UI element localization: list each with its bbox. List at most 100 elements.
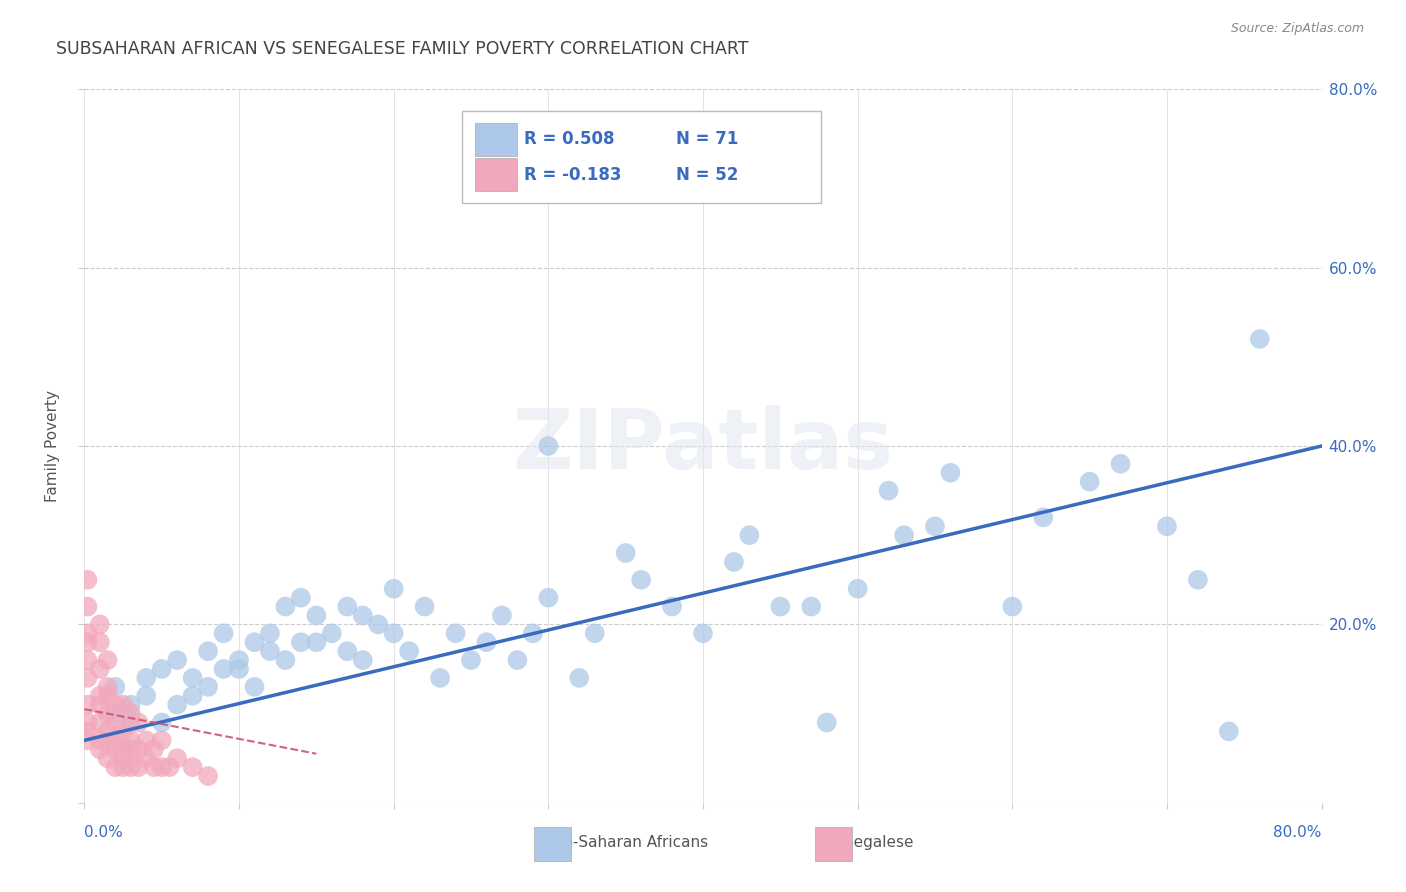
Point [89, 715, 111, 730]
Text: N = 52: N = 52 [676, 166, 738, 184]
FancyBboxPatch shape [475, 123, 517, 155]
Point [212, 662, 235, 676]
Point [97, 653, 120, 667]
Point [1001, 599, 1024, 614]
Point [738, 528, 761, 542]
Point [583, 626, 606, 640]
Point [1156, 519, 1178, 533]
Point [104, 698, 127, 712]
Point [243, 635, 266, 649]
Point [104, 760, 127, 774]
Point [336, 599, 359, 614]
Text: Source: ZipAtlas.com: Source: ZipAtlas.com [1230, 22, 1364, 36]
Point [97, 724, 120, 739]
Point [1032, 510, 1054, 524]
Point [614, 546, 637, 560]
Point [815, 715, 838, 730]
Point [89, 635, 111, 649]
Point [568, 671, 591, 685]
Point [104, 715, 127, 730]
Point [274, 599, 297, 614]
Point [89, 617, 111, 632]
Point [723, 555, 745, 569]
Point [150, 733, 173, 747]
Point [630, 573, 652, 587]
Point [120, 706, 142, 721]
Point [76, 671, 98, 685]
Point [143, 760, 166, 774]
Point [104, 706, 127, 721]
Point [398, 644, 420, 658]
Point [197, 680, 219, 694]
Point [135, 689, 157, 703]
Point [661, 599, 683, 614]
Point [522, 626, 544, 640]
Point [460, 653, 482, 667]
Point [135, 733, 157, 747]
Point [104, 680, 127, 694]
Point [181, 760, 204, 774]
Point [491, 608, 513, 623]
Point [877, 483, 900, 498]
Text: R = -0.183: R = -0.183 [523, 166, 621, 184]
FancyBboxPatch shape [461, 111, 821, 203]
Point [112, 751, 135, 765]
Point [924, 519, 946, 533]
Point [166, 698, 188, 712]
Point [800, 599, 823, 614]
Point [1249, 332, 1271, 346]
Point [89, 698, 111, 712]
Point [128, 760, 150, 774]
Point [382, 626, 405, 640]
Point [112, 760, 135, 774]
Point [475, 635, 498, 649]
Point [181, 689, 204, 703]
Point [128, 715, 150, 730]
Point [97, 689, 120, 703]
Point [76, 599, 98, 614]
Point [89, 733, 111, 747]
Point [305, 635, 328, 649]
Point [1109, 457, 1132, 471]
Point [112, 742, 135, 756]
Point [76, 573, 98, 587]
Point [76, 698, 98, 712]
Point [120, 698, 142, 712]
Point [506, 653, 529, 667]
Point [537, 439, 560, 453]
Point [104, 742, 127, 756]
Point [159, 760, 181, 774]
Point [367, 617, 389, 632]
Point [97, 706, 120, 721]
Point [290, 591, 312, 605]
Point [76, 733, 98, 747]
Point [76, 635, 98, 649]
Point [259, 626, 281, 640]
Point [274, 653, 297, 667]
Point [76, 724, 98, 739]
Point [1187, 573, 1209, 587]
Point [197, 644, 219, 658]
Point [939, 466, 962, 480]
Point [76, 653, 98, 667]
Point [181, 671, 204, 685]
FancyBboxPatch shape [475, 159, 517, 191]
Point [135, 751, 157, 765]
Point [228, 653, 250, 667]
Point [290, 635, 312, 649]
Point [444, 626, 467, 640]
Point [89, 689, 111, 703]
Point [150, 715, 173, 730]
Point [76, 715, 98, 730]
Text: Sub-Saharan Africans: Sub-Saharan Africans [534, 836, 709, 850]
Point [197, 769, 219, 783]
Text: R = 0.508: R = 0.508 [523, 130, 614, 148]
Point [846, 582, 869, 596]
Point [120, 760, 142, 774]
Point [1218, 724, 1240, 739]
Point [352, 608, 374, 623]
Point [89, 662, 111, 676]
Point [104, 733, 127, 747]
Text: 80.0%: 80.0% [1274, 825, 1322, 840]
Point [692, 626, 714, 640]
